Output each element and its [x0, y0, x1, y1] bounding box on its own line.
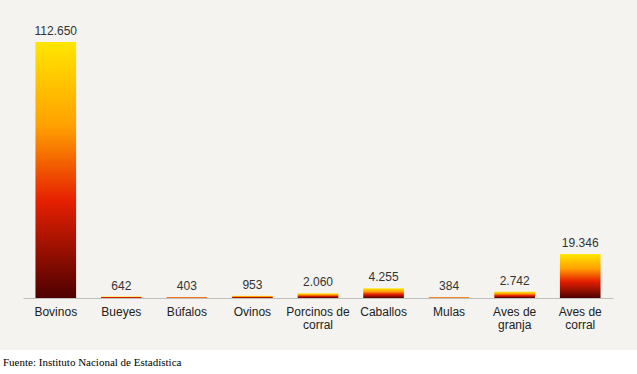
bar	[429, 297, 470, 298]
x-tick: Bueyes	[101, 305, 141, 319]
chart-svg: 112.650 642 403 953 2.060 4.255 384 2.742 19.346…	[0, 0, 637, 374]
data-label: 4.255	[369, 270, 399, 284]
x-tick-label: Bueyes	[101, 305, 141, 319]
annotations: Fuente: Instituto Nacional de Estadístic…	[3, 356, 182, 368]
x-tick: Mulas	[433, 305, 465, 319]
data-label: 953	[242, 278, 262, 292]
bar	[363, 288, 404, 298]
x-tick-label: Bovinos	[34, 305, 77, 319]
bar	[232, 296, 273, 298]
x-tick: Bovinos	[34, 305, 77, 319]
x-tick: Aves decorral	[559, 305, 602, 333]
bar	[298, 293, 339, 298]
bar	[167, 297, 208, 298]
data-labels: 112.650 642 403 953 2.060 4.255 384 2.742 19.346	[35, 24, 599, 293]
bar	[494, 292, 535, 298]
x-tick-label: Caballos	[360, 305, 407, 319]
x-tick: Porcinos decorral	[286, 305, 350, 333]
data-label: 403	[177, 279, 197, 293]
chart-container: 112.650 642 403 953 2.060 4.255 384 2.742 19.346…	[0, 0, 637, 374]
x-tick-label: Mulas	[433, 305, 465, 319]
bar	[101, 297, 142, 298]
bars	[35, 42, 600, 298]
data-label: 2.742	[500, 274, 530, 288]
x-tick-label: Ovinos	[234, 305, 271, 319]
data-label: 642	[111, 279, 131, 293]
x-tick-label: Porcinos decorral	[286, 305, 350, 333]
x-tick: Aves degranja	[493, 305, 536, 333]
background	[0, 0, 637, 350]
bar	[35, 42, 76, 298]
data-label: 2.060	[303, 275, 333, 289]
x-axis-line	[24, 298, 614, 299]
bar	[560, 254, 601, 298]
source-note: Fuente: Instituto Nacional de Estadístic…	[3, 356, 182, 368]
data-label: 384	[439, 279, 459, 293]
x-tick: Búfalos	[167, 305, 207, 319]
data-label: 19.346	[562, 236, 599, 250]
x-tick: Caballos	[360, 305, 407, 319]
data-label: 112.650	[35, 24, 78, 38]
x-tick-label: Búfalos	[167, 305, 207, 319]
x-tick: Ovinos	[234, 305, 271, 319]
x-axis: Bovinos Bueyes Búfalos Ovinos Porcinos decor…	[24, 299, 614, 333]
x-tick-label: Aves decorral	[559, 305, 602, 333]
x-tick-label: Aves degranja	[493, 305, 536, 333]
